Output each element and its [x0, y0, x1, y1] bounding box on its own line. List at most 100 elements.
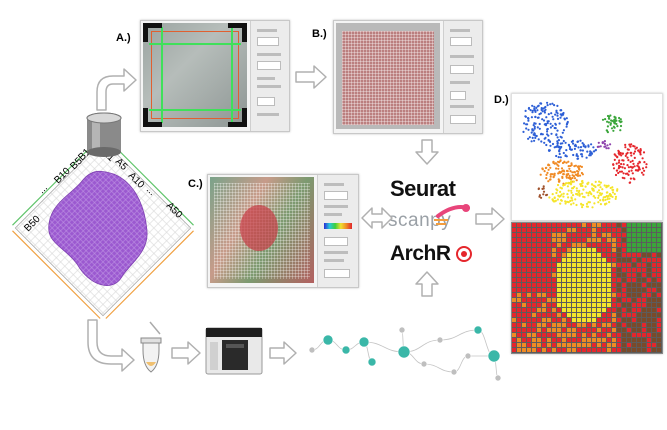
spatial-spot: [602, 338, 606, 342]
spatial-spot: [542, 303, 546, 307]
umap-point: [570, 148, 573, 151]
spatial-spot: [647, 338, 651, 342]
spatial-spot: [597, 288, 601, 292]
umap-point: [556, 136, 559, 139]
spatial-spot: [522, 228, 526, 232]
spatial-spot: [552, 293, 556, 297]
spatial-spot: [647, 303, 651, 307]
umap-point: [562, 151, 565, 155]
umap-point: [544, 122, 547, 126]
spatial-spot: [647, 293, 651, 297]
umap-point: [563, 117, 566, 120]
umap-point: [578, 194, 581, 197]
spatial-spot: [567, 258, 571, 262]
pipeline-edge: [403, 339, 441, 353]
umap-point: [612, 167, 616, 170]
spatial-spot: [562, 268, 566, 272]
umap-point: [569, 170, 572, 173]
spatial-spot: [522, 233, 526, 237]
spatial-spot: [647, 268, 651, 272]
umap-point: [527, 107, 530, 110]
umap-point: [590, 183, 594, 186]
spatial-spot: [512, 283, 516, 287]
pipeline-edge: [401, 329, 405, 353]
spatial-spot: [582, 303, 586, 307]
umap-point: [543, 109, 546, 112]
spatial-spot: [632, 348, 636, 352]
spatial-spot: [547, 338, 551, 342]
umap-point: [612, 125, 615, 128]
spatial-spot: [582, 263, 586, 267]
spatial-spot: [547, 318, 551, 322]
spatial-spot: [572, 303, 576, 307]
spatial-spot: [637, 298, 641, 302]
spatial-spot: [567, 343, 571, 347]
umap-point: [543, 170, 546, 173]
umap-point: [555, 111, 558, 114]
umap-point: [589, 150, 592, 153]
spatial-spot: [512, 298, 516, 302]
spatial-spot: [547, 248, 551, 252]
spatial-spot: [572, 348, 576, 352]
spatial-spot: [652, 268, 656, 272]
pipeline-node: [450, 368, 458, 376]
spatial-spot: [567, 278, 571, 282]
spatial-spot: [647, 243, 651, 247]
umap-point: [555, 167, 558, 170]
spatial-spot: [642, 318, 646, 322]
spatial-spot: [537, 223, 541, 227]
umap-point: [552, 176, 555, 179]
umap-point: [638, 150, 641, 153]
pipeline-node: [420, 360, 428, 368]
spatial-spot: [587, 313, 591, 317]
umap-point: [534, 136, 537, 139]
umap-point: [594, 196, 597, 199]
spatial-spot: [637, 248, 641, 252]
spatial-spot: [537, 308, 541, 312]
spatial-spot: [542, 338, 546, 342]
spatial-spot: [517, 293, 521, 297]
spatial-spot: [557, 243, 561, 247]
umap-point: [581, 155, 584, 158]
spatial-spot: [537, 248, 541, 252]
spatial-spot: [622, 313, 626, 317]
spatial-spot: [592, 253, 596, 257]
spatial-spot: [637, 318, 641, 322]
umap-point: [551, 173, 554, 176]
umap-point: [567, 165, 570, 168]
umap-point: [566, 120, 569, 124]
umap-point: [573, 177, 577, 180]
spatial-spot: [582, 313, 586, 317]
umap-point: [624, 154, 627, 157]
umap-point: [618, 159, 621, 162]
colorbar-legend: [324, 223, 352, 229]
umap-point: [547, 168, 550, 171]
umap-point: [594, 148, 597, 152]
umap-point: [622, 163, 625, 166]
corner-mark-tl: [143, 23, 162, 42]
spatial-spot: [527, 283, 531, 287]
spatial-spot: [542, 308, 546, 312]
spatial-spot: [582, 348, 586, 352]
umap-point: [599, 203, 602, 206]
umap-point: [561, 131, 564, 134]
spatial-spot: [587, 338, 591, 342]
spatial-spot: [587, 318, 591, 322]
spatial-spot: [562, 248, 566, 252]
pipeline-edge: [327, 339, 347, 351]
spatial-spot: [517, 278, 521, 282]
spatial-spot: [652, 283, 656, 287]
umap-point: [580, 165, 583, 168]
spatial-spot: [647, 328, 651, 332]
spatial-spot: [557, 338, 561, 342]
umap-point: [571, 171, 574, 174]
umap-point: [640, 171, 644, 174]
spatial-spot: [607, 333, 611, 337]
spatial-spot: [577, 243, 581, 247]
umap-point: [585, 202, 589, 205]
spatial-spot: [652, 273, 656, 277]
spatial-spot: [657, 283, 661, 287]
spatial-spot: [572, 223, 576, 227]
spatial-spot: [587, 323, 591, 327]
umap-point: [539, 102, 543, 105]
